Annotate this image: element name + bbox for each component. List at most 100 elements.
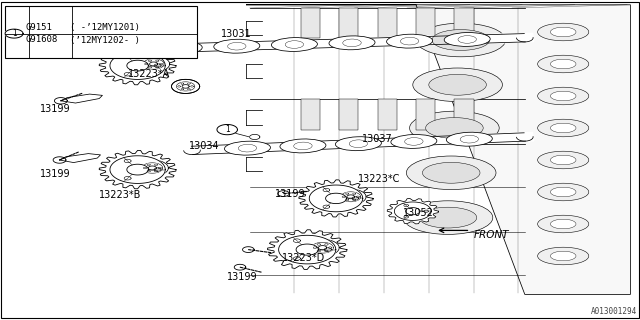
Text: 13223*C: 13223*C bbox=[358, 174, 401, 184]
Text: 13223*A: 13223*A bbox=[128, 68, 170, 79]
Polygon shape bbox=[324, 244, 328, 245]
Text: 13031: 13031 bbox=[221, 28, 252, 39]
Ellipse shape bbox=[156, 41, 202, 55]
Polygon shape bbox=[205, 145, 223, 154]
Ellipse shape bbox=[446, 132, 492, 146]
Polygon shape bbox=[120, 45, 137, 54]
Polygon shape bbox=[177, 82, 195, 91]
Polygon shape bbox=[263, 41, 281, 50]
Polygon shape bbox=[406, 208, 420, 215]
Polygon shape bbox=[223, 144, 241, 153]
Polygon shape bbox=[404, 204, 408, 207]
Polygon shape bbox=[324, 140, 342, 149]
Text: A013001294: A013001294 bbox=[591, 307, 637, 316]
Polygon shape bbox=[414, 137, 432, 146]
Polygon shape bbox=[317, 244, 321, 245]
Polygon shape bbox=[147, 44, 164, 53]
Polygon shape bbox=[222, 42, 240, 51]
Polygon shape bbox=[243, 247, 254, 252]
Ellipse shape bbox=[214, 39, 260, 53]
Polygon shape bbox=[270, 41, 287, 49]
Polygon shape bbox=[268, 142, 285, 151]
Polygon shape bbox=[482, 134, 500, 143]
Polygon shape bbox=[215, 42, 233, 51]
Polygon shape bbox=[307, 141, 325, 150]
Polygon shape bbox=[154, 168, 161, 171]
Text: G9151: G9151 bbox=[26, 23, 52, 32]
Polygon shape bbox=[195, 146, 212, 155]
Polygon shape bbox=[404, 216, 408, 218]
Ellipse shape bbox=[406, 156, 496, 189]
Ellipse shape bbox=[285, 41, 303, 48]
Ellipse shape bbox=[403, 201, 493, 234]
Polygon shape bbox=[346, 199, 349, 201]
Polygon shape bbox=[460, 135, 477, 144]
Bar bbox=[301, 99, 320, 130]
Polygon shape bbox=[188, 89, 190, 90]
Polygon shape bbox=[437, 136, 455, 145]
Text: 13223*D: 13223*D bbox=[282, 252, 325, 263]
Polygon shape bbox=[262, 143, 280, 152]
Polygon shape bbox=[299, 180, 373, 217]
Polygon shape bbox=[324, 248, 332, 252]
Polygon shape bbox=[468, 35, 486, 44]
Text: FRONT: FRONT bbox=[474, 230, 509, 240]
Polygon shape bbox=[427, 36, 445, 45]
Polygon shape bbox=[420, 136, 438, 145]
Bar bbox=[339, 8, 358, 38]
Polygon shape bbox=[291, 40, 308, 49]
Polygon shape bbox=[188, 83, 190, 84]
Ellipse shape bbox=[387, 34, 433, 48]
Polygon shape bbox=[195, 43, 212, 52]
Polygon shape bbox=[502, 34, 520, 43]
Ellipse shape bbox=[538, 87, 589, 105]
Ellipse shape bbox=[550, 59, 576, 69]
Polygon shape bbox=[236, 42, 253, 50]
Polygon shape bbox=[324, 39, 342, 48]
Polygon shape bbox=[168, 44, 185, 52]
Polygon shape bbox=[386, 37, 404, 46]
Polygon shape bbox=[133, 44, 151, 53]
Polygon shape bbox=[341, 140, 359, 148]
Polygon shape bbox=[124, 55, 131, 59]
Polygon shape bbox=[499, 133, 517, 142]
Polygon shape bbox=[342, 196, 345, 197]
Ellipse shape bbox=[538, 247, 589, 265]
Polygon shape bbox=[138, 56, 170, 72]
Polygon shape bbox=[441, 36, 458, 44]
Polygon shape bbox=[309, 185, 363, 212]
Polygon shape bbox=[312, 242, 333, 253]
Polygon shape bbox=[245, 143, 263, 152]
Polygon shape bbox=[489, 34, 506, 43]
Polygon shape bbox=[136, 160, 168, 176]
Ellipse shape bbox=[538, 151, 589, 169]
Bar bbox=[416, 8, 435, 38]
Polygon shape bbox=[188, 43, 205, 52]
Polygon shape bbox=[158, 167, 161, 169]
Polygon shape bbox=[393, 37, 411, 46]
Polygon shape bbox=[352, 38, 369, 47]
Polygon shape bbox=[509, 34, 527, 42]
Polygon shape bbox=[470, 134, 488, 143]
Ellipse shape bbox=[538, 119, 589, 137]
Polygon shape bbox=[304, 40, 322, 48]
Text: 13223*B: 13223*B bbox=[99, 190, 141, 200]
Ellipse shape bbox=[294, 142, 312, 150]
Polygon shape bbox=[380, 37, 397, 46]
Polygon shape bbox=[278, 235, 336, 264]
Polygon shape bbox=[277, 40, 294, 49]
Polygon shape bbox=[317, 250, 321, 252]
Polygon shape bbox=[375, 138, 393, 147]
Polygon shape bbox=[172, 79, 200, 93]
Polygon shape bbox=[454, 35, 472, 44]
Polygon shape bbox=[174, 44, 192, 52]
Polygon shape bbox=[335, 189, 366, 204]
Polygon shape bbox=[392, 138, 410, 147]
Polygon shape bbox=[256, 41, 274, 50]
Polygon shape bbox=[495, 34, 513, 43]
Text: 13052: 13052 bbox=[403, 208, 434, 218]
Polygon shape bbox=[273, 142, 291, 151]
Polygon shape bbox=[353, 199, 356, 201]
Polygon shape bbox=[434, 36, 452, 44]
Polygon shape bbox=[284, 40, 301, 49]
